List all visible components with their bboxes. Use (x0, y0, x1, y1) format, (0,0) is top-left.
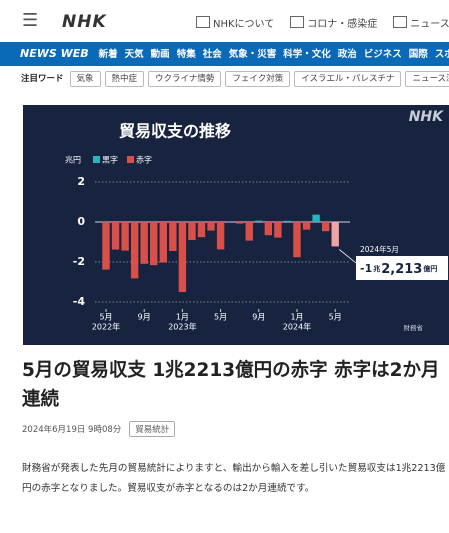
topic-tag[interactable]: ニュース深掘り (405, 71, 449, 87)
x-tick-label: 5月 (214, 313, 227, 322)
bar (331, 222, 339, 247)
bar (226, 221, 234, 222)
callout-part: 2,213 (381, 262, 422, 277)
bar (321, 222, 330, 232)
bar (111, 222, 120, 250)
chart-source: 財務省 (404, 323, 424, 332)
nav-item[interactable]: 国際 (408, 49, 428, 60)
header-links: NHKについて コロナ・感染症 ニュース (196, 15, 449, 30)
legend-swatch (127, 156, 134, 163)
callout-value: -1兆2,213億円 (360, 262, 437, 277)
nav-item[interactable]: 天気 (124, 49, 144, 60)
header-link[interactable]: NHKについて (196, 19, 274, 30)
nav-item[interactable]: ビジネス (363, 49, 402, 60)
bar (236, 222, 244, 224)
bar (216, 222, 225, 250)
topic-tag[interactable]: イスラエル・パレスチナ (294, 71, 402, 87)
bar (150, 222, 158, 266)
x-tick-label: 5月 (329, 313, 342, 322)
legend-swatch (93, 156, 100, 163)
legend-label: 黒字 (102, 155, 118, 165)
headline: 5月の貿易収支 1兆2213億円の赤字 赤字は2か月連続 (22, 360, 440, 410)
x-tick-label: 9月 (252, 313, 265, 322)
nav-item[interactable]: 新着 (98, 49, 118, 60)
nav-item[interactable]: 動画 (150, 49, 170, 60)
navbar: NEWS WEB 新着天気動画特集社会気象・災害科学・文化政治ビジネス国際スポーツ… (0, 42, 449, 66)
meta: 2024年6月19日 9時08分 貿易統計 (22, 421, 176, 437)
x-year-label: 2024年 (283, 322, 311, 332)
topic-tag[interactable]: 熱中症 (104, 71, 145, 87)
x-year-label: 2022年 (92, 322, 120, 332)
bar (102, 222, 110, 270)
bar (293, 222, 301, 258)
x-tick-label: 5月 (99, 313, 112, 322)
chart-logo: NHK (409, 109, 444, 125)
x-tick-label: 9月 (138, 313, 151, 322)
y-tick-label: 2 (77, 175, 85, 188)
bar (178, 222, 187, 292)
topics-label: 注目ワード (21, 74, 64, 84)
bar (302, 222, 311, 230)
nav-item[interactable]: スポーツ (434, 49, 449, 60)
callout-part: -1 (360, 262, 372, 275)
y-tick-label: -4 (73, 295, 86, 308)
bar (274, 222, 282, 238)
topics: 注目ワード気象熱中症ウクライナ情勢フェイク対策イスラエル・パレスチナニュース深掘… (0, 70, 449, 90)
bar (245, 222, 253, 241)
bar (159, 222, 167, 263)
bar (188, 222, 196, 240)
chart-title: 貿易収支の推移 (119, 122, 231, 141)
callout-box (356, 256, 448, 280)
legend-label: 赤字 (136, 155, 152, 165)
brand[interactable]: NEWS WEB (20, 47, 89, 60)
header: ☰ NHK NHKについて コロナ・感染症 ニュース (0, 0, 449, 42)
chart-bg (23, 105, 449, 345)
body-text: 財務省が発表した先月の貿易統計によりますと、輸出から輸入を差し引いた貿易収支は1… (22, 463, 446, 494)
bar (140, 222, 148, 264)
nav-item[interactable]: 科学・文化 (283, 49, 331, 60)
topic-tag[interactable]: フェイク対策 (225, 71, 291, 87)
callout-line (338, 249, 357, 264)
topic-tag[interactable]: ウクライナ情勢 (148, 71, 222, 87)
bar (312, 214, 320, 222)
bar (169, 222, 177, 251)
y-tick-label: -2 (73, 255, 85, 268)
logo[interactable]: NHK (62, 12, 107, 32)
bar (283, 220, 292, 222)
topic-tag[interactable]: 気象 (69, 71, 101, 87)
menu-icon[interactable]: ☰ (22, 10, 39, 31)
callout-part: 兆 (373, 264, 380, 273)
y-unit: 兆円 (65, 155, 81, 165)
nav-item[interactable]: 政治 (337, 49, 357, 60)
x-tick-label: 1月 (290, 313, 303, 322)
bar (207, 222, 215, 231)
y-tick-label: 0 (77, 215, 85, 228)
bar (121, 222, 129, 251)
bar (264, 222, 273, 236)
header-link[interactable]: ニュース (393, 19, 449, 30)
nav-item[interactable]: 特集 (176, 49, 196, 60)
x-tick-label: 1月 (176, 313, 189, 322)
nav-item[interactable]: 社会 (202, 49, 222, 60)
bar (255, 220, 263, 222)
nav-item[interactable]: 気象・災害 (228, 49, 277, 60)
bar (130, 222, 139, 279)
tag[interactable]: 貿易統計 (129, 421, 176, 437)
bar (197, 222, 206, 238)
x-year-label: 2023年 (168, 322, 196, 332)
date: 2024年6月19日 9時08分 (22, 425, 122, 435)
callout-part: 億円 (423, 264, 437, 273)
callout-date: 2024年5月 (360, 244, 399, 254)
header-link[interactable]: コロナ・感染症 (290, 19, 377, 30)
